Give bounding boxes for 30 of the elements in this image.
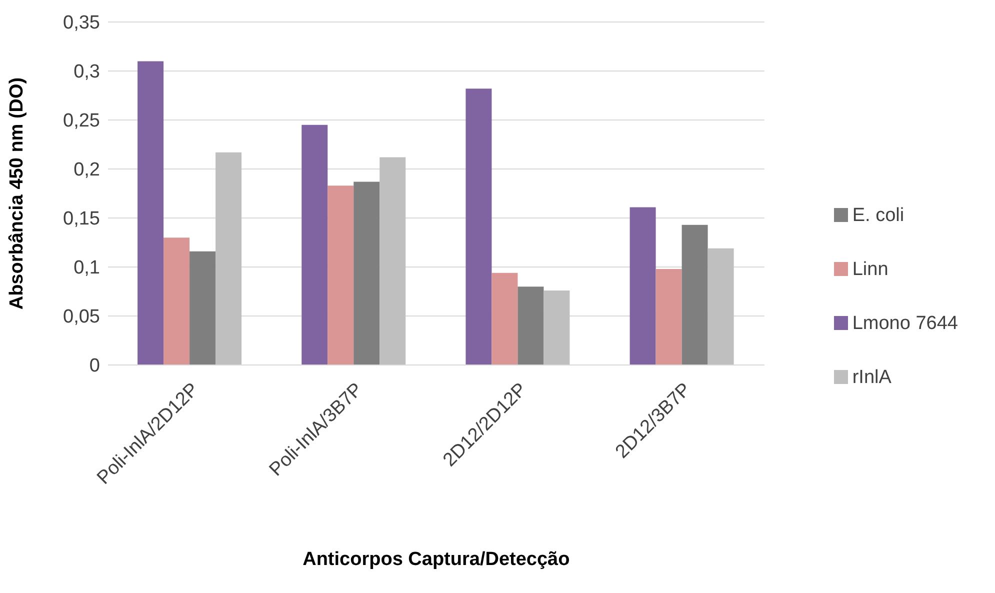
bar xyxy=(544,290,570,365)
bar xyxy=(656,268,682,365)
bar xyxy=(518,286,544,365)
bar xyxy=(708,248,734,365)
bar xyxy=(328,186,354,365)
y-tick-label: 0,25 xyxy=(63,110,100,132)
bar xyxy=(380,157,406,365)
legend-label: rInlA xyxy=(852,366,892,388)
bar xyxy=(138,61,164,365)
y-tick-label: 0,2 xyxy=(74,160,100,181)
x-axis-title: Anticorpos Captura/Detecção xyxy=(302,549,570,570)
legend-label: E. coli xyxy=(852,204,904,226)
y-axis-title: Absorbância 450 nm (DO) xyxy=(6,77,28,310)
bar xyxy=(190,251,216,365)
legend-label: Linn xyxy=(852,258,888,280)
bar xyxy=(302,124,328,365)
y-tick-label: 0,3 xyxy=(74,62,100,83)
bar xyxy=(216,152,242,365)
bar xyxy=(630,207,656,365)
bar xyxy=(682,224,708,365)
bar xyxy=(466,88,492,365)
bar xyxy=(164,238,190,365)
bar xyxy=(492,272,518,365)
y-tick-label: 0 xyxy=(89,356,100,377)
legend-label: Lmono 7644 xyxy=(852,312,958,334)
y-tick-label: 0,35 xyxy=(63,12,100,34)
y-tick-label: 0,1 xyxy=(74,258,100,279)
y-tick-label: 0,15 xyxy=(63,208,100,230)
y-tick-label: 0,05 xyxy=(63,306,100,328)
bar xyxy=(354,182,380,365)
